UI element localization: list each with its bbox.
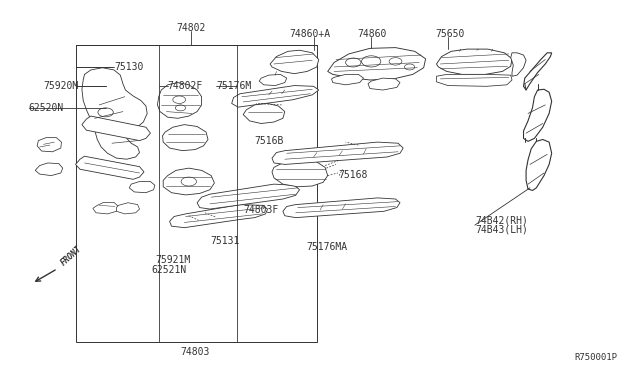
Polygon shape [272, 158, 328, 187]
Polygon shape [436, 74, 512, 86]
Text: 75168: 75168 [338, 170, 367, 180]
Polygon shape [524, 53, 552, 90]
Polygon shape [332, 74, 364, 85]
Polygon shape [232, 86, 319, 107]
Text: 7516B: 7516B [255, 137, 284, 146]
Text: 75176M: 75176M [216, 81, 252, 91]
Polygon shape [37, 138, 61, 152]
Polygon shape [511, 53, 526, 76]
Text: 74B43(LH): 74B43(LH) [475, 225, 528, 235]
Text: 62520N: 62520N [29, 103, 64, 113]
Polygon shape [283, 198, 400, 218]
Polygon shape [526, 140, 552, 190]
Text: 74860: 74860 [357, 29, 387, 39]
Polygon shape [259, 74, 287, 86]
Text: 74B42(RH): 74B42(RH) [475, 215, 528, 225]
Bar [76, 45, 317, 342]
Text: 75130: 75130 [114, 62, 143, 72]
Polygon shape [368, 78, 400, 90]
Polygon shape [163, 125, 208, 151]
Text: 62521N: 62521N [151, 265, 186, 275]
Text: 75920M: 75920M [44, 81, 79, 91]
Polygon shape [82, 116, 150, 141]
Polygon shape [270, 50, 319, 74]
Polygon shape [436, 49, 512, 74]
Polygon shape [129, 182, 155, 193]
Polygon shape [328, 48, 426, 80]
Polygon shape [272, 142, 403, 164]
Text: 75176MA: 75176MA [306, 243, 347, 252]
Text: 74802F: 74802F [168, 81, 203, 91]
Text: 75921M: 75921M [155, 256, 190, 265]
Polygon shape [116, 203, 140, 214]
Polygon shape [243, 103, 285, 124]
Text: 75650: 75650 [435, 29, 465, 39]
Polygon shape [163, 168, 214, 195]
Polygon shape [170, 205, 268, 228]
Text: R750001P: R750001P [575, 353, 618, 362]
Text: 74860+A: 74860+A [289, 29, 330, 39]
Polygon shape [157, 83, 202, 118]
Polygon shape [524, 89, 552, 141]
Text: 75131: 75131 [210, 236, 239, 246]
Text: 74803: 74803 [180, 347, 210, 356]
Polygon shape [197, 184, 300, 209]
Polygon shape [82, 68, 147, 159]
Text: FRONT: FRONT [59, 244, 83, 267]
Polygon shape [93, 202, 118, 214]
Text: 74802: 74802 [176, 23, 205, 33]
Text: 74803F: 74803F [243, 205, 278, 215]
Polygon shape [35, 163, 63, 176]
Polygon shape [76, 156, 144, 179]
